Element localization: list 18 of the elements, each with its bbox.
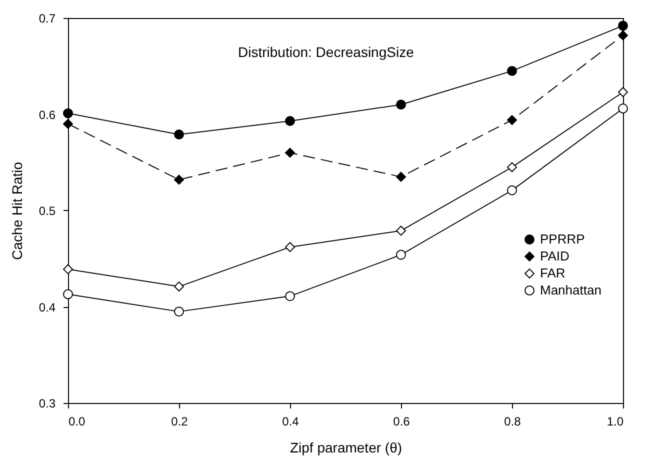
legend-label: PAID [540, 248, 570, 264]
x-tick-label: 0.8 [504, 414, 522, 428]
legend-label: PPRRP [540, 232, 585, 246]
x-tick-label: 1.0 [606, 414, 624, 428]
y-tick-label: 0.4 [38, 300, 56, 314]
x-axis-title: Zipf parameter (θ) [290, 440, 402, 456]
y-tick-label: 0.5 [38, 204, 56, 218]
x-tick-label: 0.4 [282, 414, 300, 428]
annotation: Distribution: DecreasingSize [238, 44, 414, 60]
legend-label: Manhattan [540, 282, 602, 298]
y-tick-label: 0.6 [38, 108, 56, 122]
x-tick-label: 0.6 [393, 414, 410, 428]
x-tick-label: 0.0 [68, 414, 86, 428]
y-axis-title: Cache Hit Ratio [8, 162, 25, 260]
x-tick-label: 0.2 [171, 414, 188, 428]
legend-label: FAR [540, 266, 566, 280]
y-tick-label: 0.7 [38, 12, 56, 26]
y-tick-label: 0.3 [38, 396, 56, 410]
